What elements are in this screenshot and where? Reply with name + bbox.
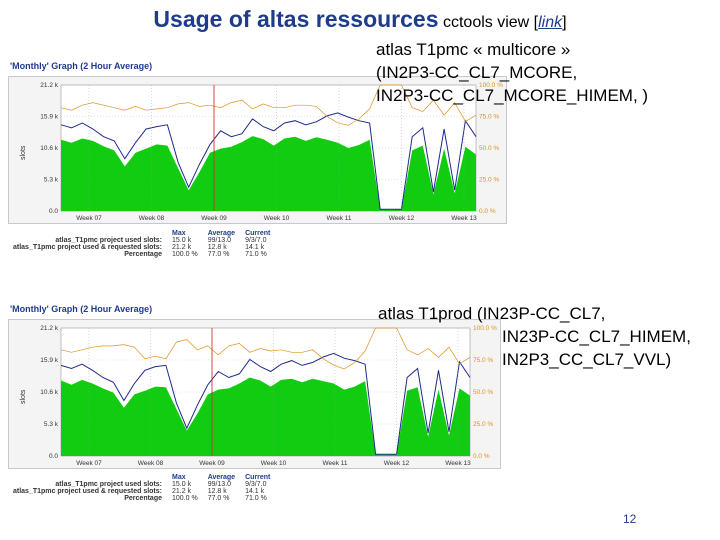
y-tick-label: 10.6 k [40,389,58,396]
y-tick-label: 5.3 k [44,177,59,184]
y-axis-label-1: slots [20,145,27,160]
legend-header-average: Average [207,474,236,481]
y-tick-label-right: 100.0 % [479,82,503,89]
y-tick-label-right: 50.0 % [479,145,499,152]
slide-title: Usage of altas ressources cctools view [… [0,6,720,33]
series-used-area [61,136,476,211]
x-tick-label: Week 12 [389,215,415,222]
cctools-link[interactable]: link [538,14,563,31]
legend-header-max: Max [172,230,186,237]
legend-row-percentage: Percentage 100.0 % 77.0 % 71.0 % [124,495,267,502]
x-tick-label: Week 09 [199,460,225,467]
y-tick-label-right: 0.0 % [479,208,496,215]
series-requested-line [60,112,477,210]
y-axis-label-2: slots [20,389,27,404]
graph-title-1: 'Monthly' Graph (2 Hour Average) [10,61,153,71]
y-tick-label: 10.6 k [40,145,58,152]
legend-header-current: Current [245,230,271,237]
y-tick-label-right: 25.0 % [473,421,493,428]
legend-table-2: Max Average Current atlas_T1pmc project … [8,474,275,502]
y-tick-label: 5.3 k [44,421,59,428]
y-tick-label-right: 50.0 % [473,389,493,396]
caption-2: atlas T1prod (IN23P-CC_CL7, IN23P-CC_CL7… [378,304,691,369]
legend-row-percentage: Percentage 100.0 % 77.0 % 71.0 % [124,251,267,258]
x-tick-label: Week 07 [76,215,102,222]
x-tick-label: Week 11 [322,460,347,467]
y-tick-label-right: 100.0 % [473,325,497,332]
usage-chart-2: 0.0 0.0 % 5.3 k 25.0 % 10.6 k 50.0 % 15.9 k 75.… [40,325,497,467]
y-tick-label: 15.9 k [40,114,58,121]
legend-header-average: Average [207,230,236,237]
legend-header-current: Current [245,474,271,481]
x-tick-label: Week 11 [326,215,351,222]
x-tick-label: Week 10 [264,215,290,222]
graph-frame-2: 0.0 0.0 % 5.3 k 25.0 % 10.6 k 50.0 % 15.9 k 75.… [8,319,501,469]
y-tick-label: 21.2 k [40,325,58,332]
series-percentage-line [60,84,477,126]
x-tick-label: Week 08 [139,215,165,222]
series-used-area [61,377,470,456]
legend-row-used: atlas_T1pmc project used slots: 15.0 k 9… [55,237,267,244]
x-tick-label: Week 09 [201,215,227,222]
title-sub: cctools view [link] [442,14,567,31]
usage-chart-1: 0.0 0.0 % 5.3 k 25.0 % 10.6 k 50.0 % 15.9 k 75.… [40,82,503,222]
series-requested-line [60,352,471,455]
graph-title-2: 'Monthly' Graph (2 Hour Average) [10,304,153,314]
legend-row-requested: atlas_T1pmc project used & requested slo… [13,488,265,495]
x-tick-label: Week 07 [76,460,102,467]
y-tick-label-right: 75.0 % [473,357,493,364]
page-number: 12 [623,512,637,526]
legend-table-1: Max Average Current atlas_T1pmc project … [8,230,275,258]
x-tick-label: Week 10 [261,460,287,467]
y-tick-label-right: 0.0 % [473,453,490,460]
y-tick-label: 21.2 k [40,82,58,89]
y-tick-label: 0.0 [49,208,58,215]
x-tick-label: Week 13 [451,215,477,222]
y-tick-label-right: 75.0 % [479,114,499,121]
x-tick-label: Week 08 [138,460,164,467]
caption-1: atlas T1pmc « multicore » (IN2P3-CC_CL7_… [376,40,649,105]
legend-header-max: Max [172,474,186,481]
legend-row-used: atlas_T1pmc project used slots: 15.0 k 9… [55,481,267,488]
x-tick-label: Week 13 [445,460,471,467]
x-tick-label: Week 12 [384,460,410,467]
y-tick-label: 0.0 [49,453,58,460]
legend-row-requested: atlas_T1pmc project used & requested slo… [13,244,265,251]
graph-frame-1: 0.0 0.0 % 5.3 k 25.0 % 10.6 k 50.0 % 15.9 k 75.… [8,76,507,224]
series-percentage-line [60,327,471,370]
y-tick-label: 15.9 k [40,357,58,364]
y-tick-label-right: 25.0 % [479,177,499,184]
title-main: Usage of altas ressources [153,6,439,32]
